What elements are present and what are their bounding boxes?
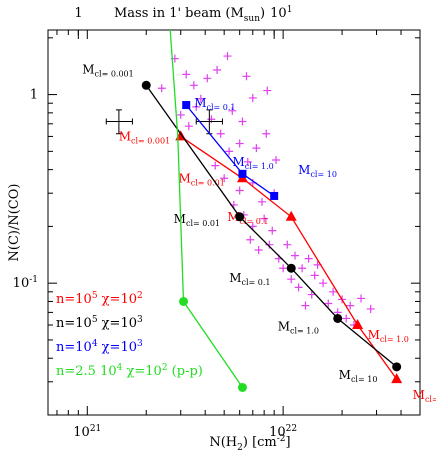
observation-marker	[268, 226, 277, 235]
top-axis-tick-label: 101	[270, 5, 292, 21]
observation-marker	[176, 110, 185, 119]
legend-entry: n=104 χ=103	[56, 339, 143, 355]
series-point	[285, 210, 297, 221]
legend-entry: n=105 χ=103	[56, 315, 143, 331]
series-point	[237, 382, 247, 392]
point-label: Mcl= 10	[413, 388, 436, 404]
legend-entry: n=105 χ=102	[56, 291, 143, 307]
observation-marker	[192, 102, 201, 111]
series-point	[333, 313, 343, 323]
point-label: Mcl= 1.0	[232, 155, 273, 171]
observation-marker	[319, 279, 328, 288]
series-point	[391, 373, 403, 384]
observation-marker	[310, 271, 319, 280]
series-point	[238, 169, 247, 178]
observation-marker	[184, 122, 193, 131]
top-axis-title: Mass in 1' beam (Msun)	[114, 6, 265, 24]
x-axis-title: N(H2) [cm-2]	[209, 434, 290, 453]
point-label: Mcl= 10	[339, 368, 378, 384]
observation-marker	[357, 294, 366, 303]
series-point	[352, 319, 364, 330]
series-point	[286, 263, 296, 273]
observation-marker	[182, 70, 191, 79]
observation-marker	[283, 240, 292, 249]
observation-marker	[294, 283, 303, 292]
series-point	[392, 362, 402, 372]
y-axis-title: N(C)/N(CO)	[7, 184, 22, 262]
observation-marker	[366, 304, 375, 313]
point-label: Mcl= 0.001	[119, 129, 170, 145]
observation-marker	[246, 235, 255, 244]
observation-marker	[298, 264, 307, 273]
observation-marker	[238, 117, 247, 126]
observation-marker	[252, 144, 261, 153]
observation-marker	[196, 94, 205, 103]
plot-frame	[47, 29, 421, 416]
observation-marker	[242, 72, 251, 81]
point-label: Mcl= 0.01	[174, 212, 220, 228]
observation-marker	[211, 161, 220, 170]
observation-marker	[301, 301, 310, 310]
observation-marker	[157, 84, 166, 93]
observation-marker	[263, 86, 272, 95]
series-point	[141, 80, 151, 90]
observation-marker	[262, 129, 271, 138]
x-tick-label: 1021	[73, 424, 101, 440]
observation-marker	[189, 81, 198, 90]
observation-marker	[235, 186, 244, 195]
point-label: Mcl= 10	[298, 163, 337, 179]
observation-marker	[254, 245, 263, 254]
observation-marker	[279, 264, 288, 273]
series-line	[169, 29, 244, 388]
observation-marker	[265, 240, 274, 249]
observation-marker	[213, 65, 222, 74]
series-point	[235, 212, 245, 222]
observation-marker	[346, 301, 355, 310]
observation-marker	[248, 93, 257, 102]
observation-marker	[257, 197, 266, 206]
point-label: Mcl= 0.001	[82, 62, 133, 78]
legend-entry: n=2.5 104 χ=102 (p-p)	[56, 363, 203, 379]
y-tick-label: 10-1	[13, 275, 38, 291]
observation-marker	[228, 106, 237, 115]
point-label: Mcl= 1.0	[278, 319, 319, 335]
observation-marker	[225, 147, 234, 156]
point-label: Mcl= 0.1	[227, 210, 268, 226]
x-tick-label: 1022	[269, 424, 297, 440]
observation-marker	[342, 314, 351, 323]
observation-marker	[207, 115, 216, 124]
observation-marker	[235, 139, 244, 148]
observation-marker	[223, 52, 232, 61]
observation-marker	[324, 299, 333, 308]
point-label: Mcl= 0.1	[229, 271, 270, 287]
series-point	[270, 191, 279, 200]
error-cross	[105, 109, 133, 135]
observation-marker	[243, 157, 252, 166]
series-point	[182, 101, 191, 110]
series-line	[180, 135, 398, 380]
point-label: Mcl= 0.01	[178, 171, 224, 187]
point-label: Mcl= 0.1	[194, 96, 235, 112]
observation-marker	[287, 275, 296, 284]
point-label: Mcl= 1.0	[368, 328, 409, 344]
observation-marker	[216, 129, 225, 138]
observation-marker	[220, 174, 229, 183]
series-point	[179, 296, 189, 306]
observation-marker	[291, 251, 300, 260]
observation-marker	[329, 287, 338, 296]
observation-marker	[203, 74, 212, 83]
y-tick-label: 1	[30, 88, 38, 103]
observation-marker	[304, 254, 313, 263]
top-axis-tick-label: 1	[74, 6, 82, 21]
observation-marker	[307, 290, 316, 299]
observation-marker	[272, 155, 281, 164]
observation-marker	[260, 214, 269, 223]
error-cross	[195, 109, 223, 135]
